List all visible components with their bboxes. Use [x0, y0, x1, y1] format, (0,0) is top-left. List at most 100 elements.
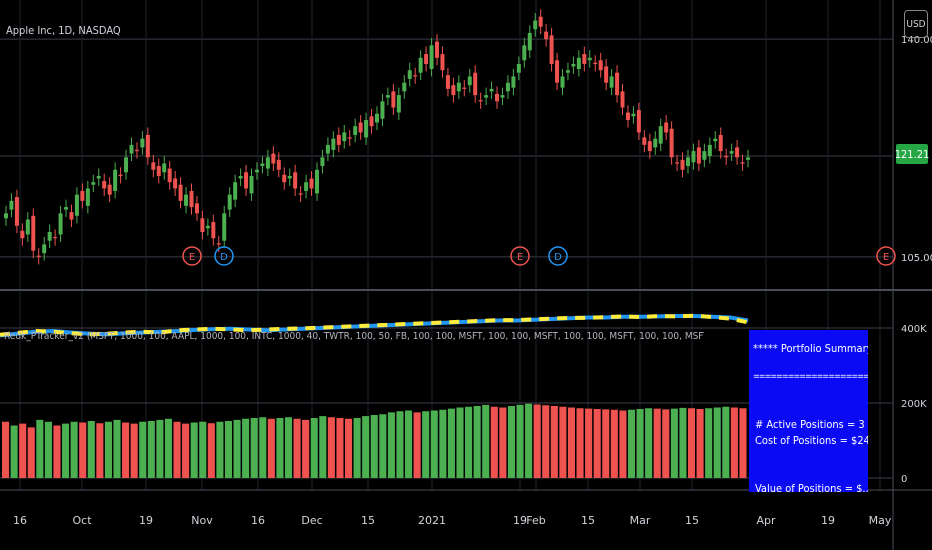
volume-bar — [199, 421, 207, 478]
volume-bar — [473, 406, 481, 478]
candle-body — [233, 182, 238, 200]
candle-body — [538, 16, 543, 27]
volume-bar — [576, 408, 584, 478]
candle-body — [118, 174, 123, 176]
candle-body — [609, 76, 614, 88]
candle-body — [80, 190, 85, 201]
volume-bar — [327, 417, 335, 478]
volume-bar — [490, 406, 498, 478]
candle-body — [309, 178, 314, 189]
volume-bar — [687, 408, 696, 478]
x-tick-label: May — [869, 514, 892, 527]
candle-body — [445, 75, 450, 89]
candle-body — [669, 128, 674, 158]
volume-bar — [19, 423, 27, 478]
volume-bar — [405, 410, 413, 478]
candle-body — [298, 193, 303, 195]
candle-body — [184, 194, 189, 206]
candle-body — [631, 113, 636, 117]
symbol-title: Apple Inc, 1D, NASDAQ — [6, 24, 121, 37]
candle-body — [576, 57, 581, 69]
candle-body — [462, 87, 467, 89]
candle-body — [222, 213, 227, 241]
candle-body — [735, 147, 740, 158]
volume-bar — [53, 425, 61, 478]
volume-bar — [164, 418, 172, 478]
event-marker-label: D — [554, 252, 562, 263]
volume-bar — [147, 421, 155, 478]
price-tick-label: 140.00 — [901, 35, 932, 46]
candle-body — [304, 182, 309, 191]
candle-body — [358, 122, 363, 133]
volume-bar — [44, 421, 52, 478]
x-tick-label: Dec — [301, 514, 322, 527]
candle-body — [636, 110, 641, 133]
volume-bar — [319, 416, 327, 478]
volume-bar — [207, 423, 215, 478]
x-tick-label: Oct — [72, 514, 92, 527]
candle-body — [658, 126, 663, 144]
candle-body — [276, 159, 281, 170]
candle-body — [724, 156, 729, 158]
x-tick-label: 15 — [581, 514, 595, 527]
candle-body — [64, 207, 69, 210]
x-tick-label: Mar — [630, 514, 651, 527]
volume-bar — [739, 408, 747, 478]
x-tick-label: 16 — [251, 514, 265, 527]
candle-body — [102, 180, 107, 189]
candle-body — [293, 172, 298, 189]
candle-body — [129, 144, 134, 154]
candle-body — [456, 82, 461, 92]
volume-bar — [567, 407, 576, 478]
event-marker — [548, 246, 568, 266]
candle-body — [47, 232, 52, 241]
candle-body — [58, 213, 63, 235]
candle-body — [593, 62, 598, 64]
candle-body — [364, 120, 369, 138]
candle-body — [740, 162, 745, 164]
portfolio-tick-label: 0 — [901, 474, 907, 485]
volume-bar — [10, 425, 18, 478]
portfolio-summary-title: ***** Portfolio Summary ***** — [753, 342, 868, 355]
candle-body — [440, 54, 445, 71]
volume-bar — [645, 408, 653, 478]
x-tick-label: 19 — [821, 514, 835, 527]
volume-bar — [250, 418, 258, 478]
candle-body — [69, 212, 74, 220]
volume-bar — [559, 406, 567, 478]
candle-body — [675, 162, 680, 164]
volume-bar — [525, 403, 533, 478]
candle-body — [249, 176, 254, 194]
candle-body — [522, 45, 527, 61]
volume-bar — [379, 414, 387, 478]
volume-bar — [713, 407, 721, 478]
candle-body — [478, 100, 483, 102]
volume-bar — [336, 418, 344, 478]
candle-body — [325, 144, 330, 154]
candle-body — [560, 76, 565, 88]
volume-bar — [2, 421, 10, 478]
volume-bar — [550, 406, 558, 478]
currency-button[interactable]: USD — [904, 10, 928, 38]
volume-bar — [585, 408, 593, 478]
event-marker — [876, 246, 896, 266]
candle-body — [424, 54, 429, 64]
volume-bar — [499, 407, 507, 478]
volume-bar — [113, 419, 121, 478]
candle-body — [435, 41, 440, 58]
x-tick-label: Nov — [191, 514, 213, 527]
volume-bar — [362, 416, 370, 478]
candle-body — [533, 20, 538, 30]
candle-body — [9, 200, 14, 210]
candle-body — [74, 194, 79, 216]
volume-bar — [139, 421, 147, 478]
candle-body — [173, 178, 178, 189]
volume-bar — [276, 418, 284, 478]
candle-body — [260, 163, 265, 167]
cost-of-positions-text: Cost of Positions = $240,000 — [755, 434, 868, 447]
volume-bar — [156, 419, 164, 478]
candle-body — [696, 147, 701, 164]
candle-body — [664, 122, 669, 133]
volume-bar — [730, 407, 738, 478]
